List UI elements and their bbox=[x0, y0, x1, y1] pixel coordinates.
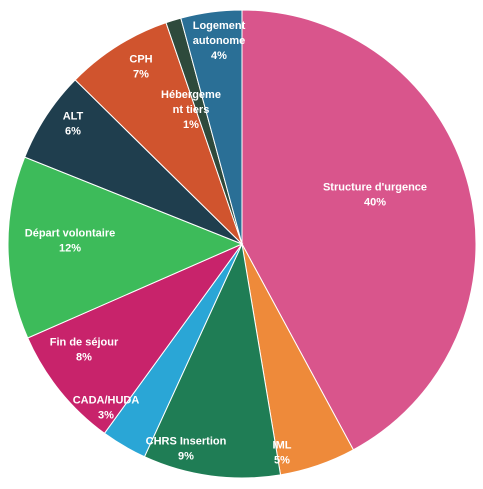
pie-label-iml: IML 5% bbox=[273, 439, 292, 466]
pie-slice-d-part-volontaire bbox=[7, 156, 244, 339]
pie-category-label: Départ volontaire bbox=[25, 227, 115, 239]
pie-label-structure-d-urgence: Structure d'urgence 40% bbox=[323, 181, 427, 208]
pie-value-label: 1% bbox=[183, 119, 199, 131]
pie-value-label: 12% bbox=[59, 242, 81, 254]
pie-category-label: ALT bbox=[63, 110, 84, 122]
pie-value-label: 8% bbox=[76, 351, 92, 363]
pie-label-cph: CPH 7% bbox=[129, 53, 152, 80]
pie-category-label: CHRS Insertion bbox=[146, 435, 227, 447]
pie-value-label: 3% bbox=[98, 409, 114, 421]
pie-label-logement-autonome: Logement autonome 4% bbox=[193, 20, 246, 62]
pie-slice-cph bbox=[74, 22, 243, 245]
pie-value-label: 9% bbox=[178, 450, 194, 462]
pie-slice-logement-autonome bbox=[180, 9, 243, 245]
pie-label-h-bergement-tiers: Hébergeme nt tiers 1% bbox=[161, 89, 221, 131]
pie-category-label: nt tiers bbox=[173, 104, 210, 116]
pie-slice-fin-de-s-jour bbox=[27, 242, 244, 435]
pie-slice-chrs-insertion bbox=[143, 242, 282, 479]
pie-slice-structure-d-urgence bbox=[241, 9, 477, 451]
pie-label-cada-huda: CADA/HUDA 3% bbox=[73, 394, 140, 421]
pie-value-label: 6% bbox=[65, 125, 81, 137]
pie-label-d-part-volontaire: Départ volontaire 12% bbox=[25, 227, 115, 254]
pie-value-label: 40% bbox=[364, 196, 386, 208]
pie-label-fin-de-s-jour: Fin de séjour 8% bbox=[50, 336, 119, 363]
pie-category-label: Hébergeme bbox=[161, 89, 221, 101]
pie-category-label: CPH bbox=[129, 53, 152, 65]
pie-category-label: IML bbox=[273, 439, 292, 451]
pie-label-alt: ALT 6% bbox=[63, 110, 84, 137]
pie-value-label: 7% bbox=[133, 68, 149, 80]
pie-value-label: 4% bbox=[211, 50, 227, 62]
pie-category-label: Fin de séjour bbox=[50, 336, 119, 348]
pie-category-label: Structure d'urgence bbox=[323, 181, 427, 193]
pie-label-chrs-insertion: CHRS Insertion 9% bbox=[146, 435, 227, 462]
pie-value-label: 5% bbox=[274, 454, 290, 466]
pie-category-label: autonome bbox=[193, 35, 246, 47]
pie-category-label: CADA/HUDA bbox=[73, 394, 140, 406]
pie-category-label: Logement bbox=[193, 20, 246, 32]
